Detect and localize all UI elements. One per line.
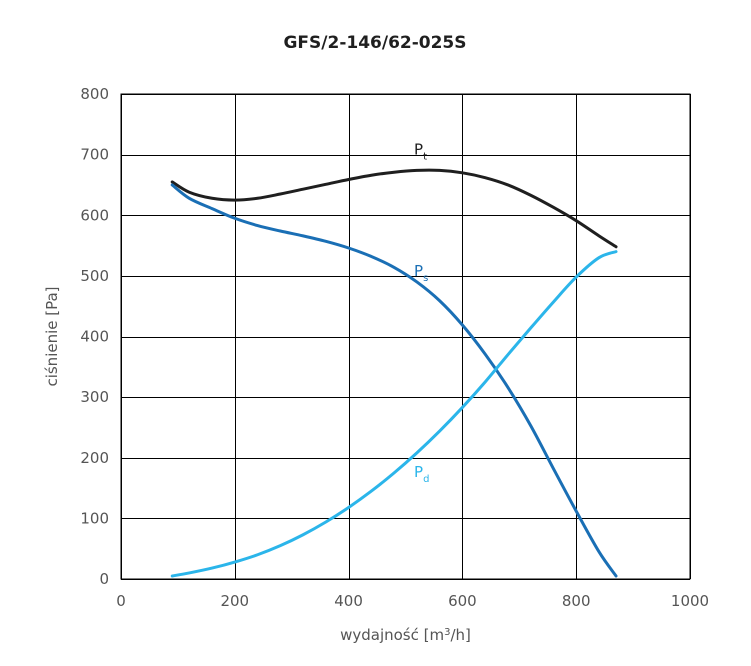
series-label-ps: Ps bbox=[414, 262, 428, 284]
y-tick-label-4: 400 bbox=[80, 328, 109, 346]
x-tick-label-2: 400 bbox=[334, 592, 363, 610]
series-label-pt: Pt bbox=[414, 141, 427, 163]
series-layer bbox=[170, 168, 618, 578]
plot-frame bbox=[120, 93, 691, 580]
x-tick-label-1: 200 bbox=[220, 592, 249, 610]
y-tick-label-1: 100 bbox=[80, 509, 109, 527]
grid bbox=[121, 94, 691, 580]
x-axis-label: wydajność [m3/h] bbox=[340, 626, 471, 644]
x-axis-ticks: 0 200 400 600 800 1000 bbox=[116, 592, 709, 610]
series-label-main: P bbox=[414, 141, 423, 159]
series-label-main: P bbox=[414, 262, 423, 280]
y-tick-label-8: 800 bbox=[80, 85, 109, 103]
series-line-pd bbox=[170, 250, 618, 578]
x-axis-label-main: wydajność [m bbox=[340, 626, 444, 644]
series-label-subscript: t bbox=[423, 152, 427, 163]
y-tick-label-6: 600 bbox=[80, 206, 109, 224]
y-axis-ticks: 0 100 200 300 400 500 600 700 800 bbox=[80, 85, 109, 588]
x-axis-label-superscript: 3 bbox=[444, 627, 450, 638]
series-label-main: P bbox=[414, 463, 423, 481]
y-axis-label: ciśnienie [Pa] bbox=[43, 286, 61, 386]
series-line-ps bbox=[170, 183, 618, 578]
series-label-subscript: s bbox=[423, 273, 428, 284]
y-tick-label-5: 500 bbox=[80, 267, 109, 285]
x-axis-label-tail: /h] bbox=[450, 626, 470, 644]
x-tick-label-5: 1000 bbox=[671, 592, 709, 610]
y-tick-label-0: 0 bbox=[99, 570, 109, 588]
x-tick-label-3: 600 bbox=[448, 592, 477, 610]
x-tick-label-0: 0 bbox=[116, 592, 126, 610]
series-line-pt bbox=[170, 168, 618, 249]
y-tick-label-7: 700 bbox=[80, 146, 109, 164]
series-label-pd: Pd bbox=[414, 463, 429, 485]
y-tick-label-2: 200 bbox=[80, 449, 109, 467]
y-tick-label-3: 300 bbox=[80, 388, 109, 406]
x-tick-label-4: 800 bbox=[562, 592, 591, 610]
series-label-subscript: d bbox=[423, 474, 429, 485]
chart-title: GFS/2-146/62-025S bbox=[283, 33, 466, 53]
